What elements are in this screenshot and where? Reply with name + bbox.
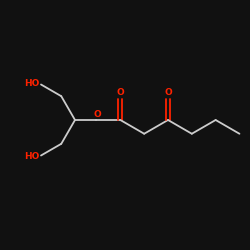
Text: O: O	[116, 88, 124, 97]
Text: O: O	[164, 88, 172, 97]
Text: HO: HO	[24, 79, 40, 88]
Text: HO: HO	[24, 152, 40, 161]
Text: O: O	[93, 110, 101, 119]
